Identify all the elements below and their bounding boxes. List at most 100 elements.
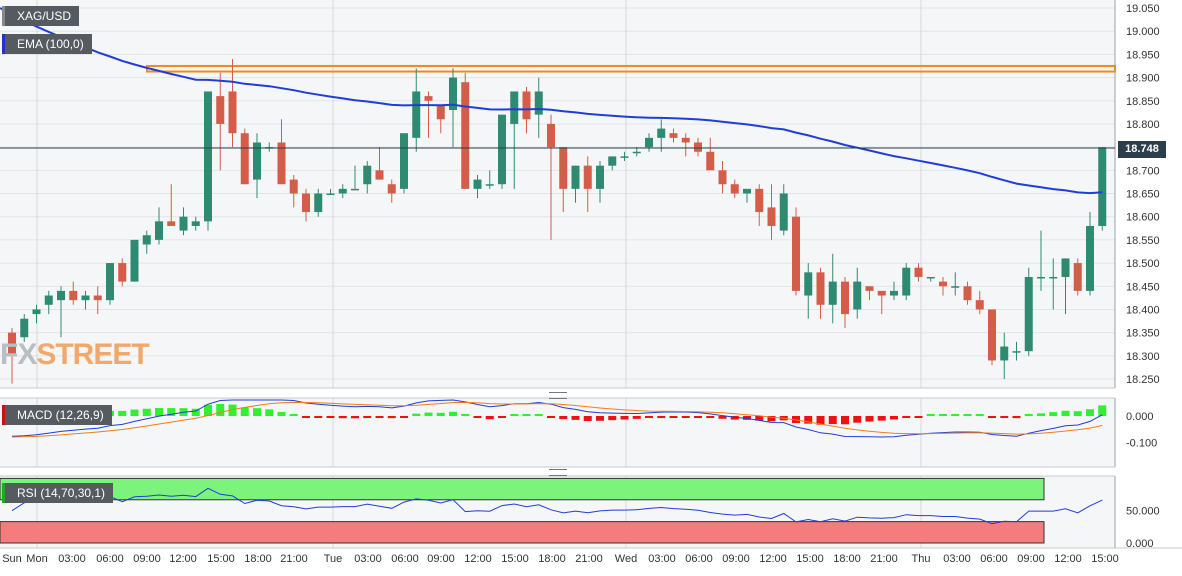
y-tick-label: 18.800: [1126, 119, 1160, 131]
candle: [155, 207, 163, 245]
macd-histogram-bar: [338, 416, 347, 419]
macd-histogram-bar: [853, 416, 862, 423]
candle-body: [130, 239, 139, 282]
candle: [632, 147, 641, 157]
x-tick-label: 03:00: [648, 553, 676, 565]
x-tick-label: 06:00: [96, 553, 124, 565]
candle: [1000, 332, 1009, 379]
candle: [779, 184, 788, 236]
candle: [914, 263, 923, 282]
macd-histogram-bar: [1061, 410, 1070, 416]
macd-histogram-bar: [216, 403, 225, 416]
macd-histogram-bar: [400, 416, 408, 418]
candle-body: [963, 286, 972, 301]
candle-body: [1049, 276, 1058, 279]
candle-body: [804, 272, 813, 296]
macd-histogram-bar: [167, 408, 176, 416]
candle: [926, 276, 935, 282]
candle-body: [69, 290, 78, 301]
macd-histogram-bar: [583, 416, 592, 422]
x-tick-label: 18:00: [538, 553, 566, 565]
candle-body: [473, 179, 482, 189]
macd-histogram-bar: [718, 416, 727, 419]
candle-body: [779, 193, 788, 231]
macd-histogram-bar: [498, 416, 506, 418]
candle: [1024, 267, 1033, 356]
candle-body: [828, 281, 837, 305]
candle-body: [155, 221, 163, 240]
macd-histogram-bar: [424, 412, 433, 416]
candle: [277, 119, 286, 185]
symbol-label: XAG/USD: [2, 6, 80, 26]
pane-resize-handle[interactable]: [549, 392, 567, 399]
macd-histogram-bar: [865, 416, 874, 422]
macd-histogram-bar: [314, 416, 323, 418]
y-tick-label: 18.350: [1126, 328, 1160, 340]
candle: [289, 174, 298, 208]
macd-histogram-bar: [363, 416, 372, 418]
macd-histogram-bar: [449, 411, 457, 416]
candle-body: [253, 142, 261, 180]
macd-histogram-bar: [351, 416, 359, 419]
candle: [302, 188, 310, 222]
candle-body: [681, 137, 690, 143]
ema-legend: EMA (100,0): [2, 34, 92, 54]
macd-histogram-bar: [302, 416, 310, 418]
x-tick-label: 03:00: [943, 553, 971, 565]
candle: [81, 290, 90, 310]
macd-histogram-bar: [522, 414, 531, 416]
candle: [902, 263, 911, 301]
candle-body: [93, 295, 102, 301]
macd-histogram-bar: [485, 416, 494, 420]
x-tick-label: 09:00: [1017, 553, 1045, 565]
candle-body: [608, 156, 617, 166]
candle-body: [424, 96, 433, 101]
candle-body: [461, 82, 470, 189]
candle: [216, 72, 225, 171]
candle-body: [926, 276, 935, 279]
rsi-overbought-zone: [0, 477, 1045, 501]
y-tick-label: 18.500: [1126, 258, 1160, 270]
candle: [118, 258, 127, 287]
macd-histogram-bar: [155, 408, 163, 416]
macd-histogram-bar: [755, 416, 764, 421]
candle-body: [547, 123, 555, 148]
pane-resize-handle[interactable]: [549, 469, 567, 476]
macd-histogram-bar: [436, 412, 445, 416]
candle-body: [57, 290, 65, 301]
macd-histogram-bar: [289, 414, 298, 416]
candle: [939, 276, 947, 296]
candle: [755, 184, 764, 226]
candle-body: [877, 290, 886, 296]
x-tick-label: 06:00: [685, 553, 713, 565]
candle: [130, 239, 139, 282]
candle-body: [8, 332, 16, 356]
candle: [1086, 212, 1094, 296]
macd-histogram-bar: [914, 416, 923, 418]
x-tick-label: 15:00: [501, 553, 529, 565]
candle-body: [902, 267, 911, 296]
candle: [436, 105, 445, 134]
macd-histogram-bar: [1012, 416, 1021, 419]
candle-body: [1098, 147, 1107, 226]
x-tick-label: 03:00: [354, 553, 382, 565]
x-tick-label: Tue: [324, 553, 343, 565]
candle: [57, 286, 65, 338]
rsi-line: [11, 487, 1103, 525]
x-tick-label: Wed: [615, 553, 637, 565]
macd-histogram-bar: [461, 414, 470, 416]
macd-histogram-bar: [694, 416, 702, 418]
macd-histogram-bar: [118, 410, 127, 416]
candle-body: [81, 295, 90, 301]
candle: [877, 290, 886, 315]
macd-histogram-bar: [534, 414, 543, 416]
candle: [853, 267, 862, 319]
macd-histogram-bar: [608, 416, 617, 421]
y-tick-label: 18.250: [1126, 374, 1160, 386]
macd-signal-line: [11, 401, 1103, 438]
candle: [1049, 258, 1058, 310]
candle: [963, 281, 972, 305]
y-tick-label: 18.850: [1126, 96, 1160, 108]
